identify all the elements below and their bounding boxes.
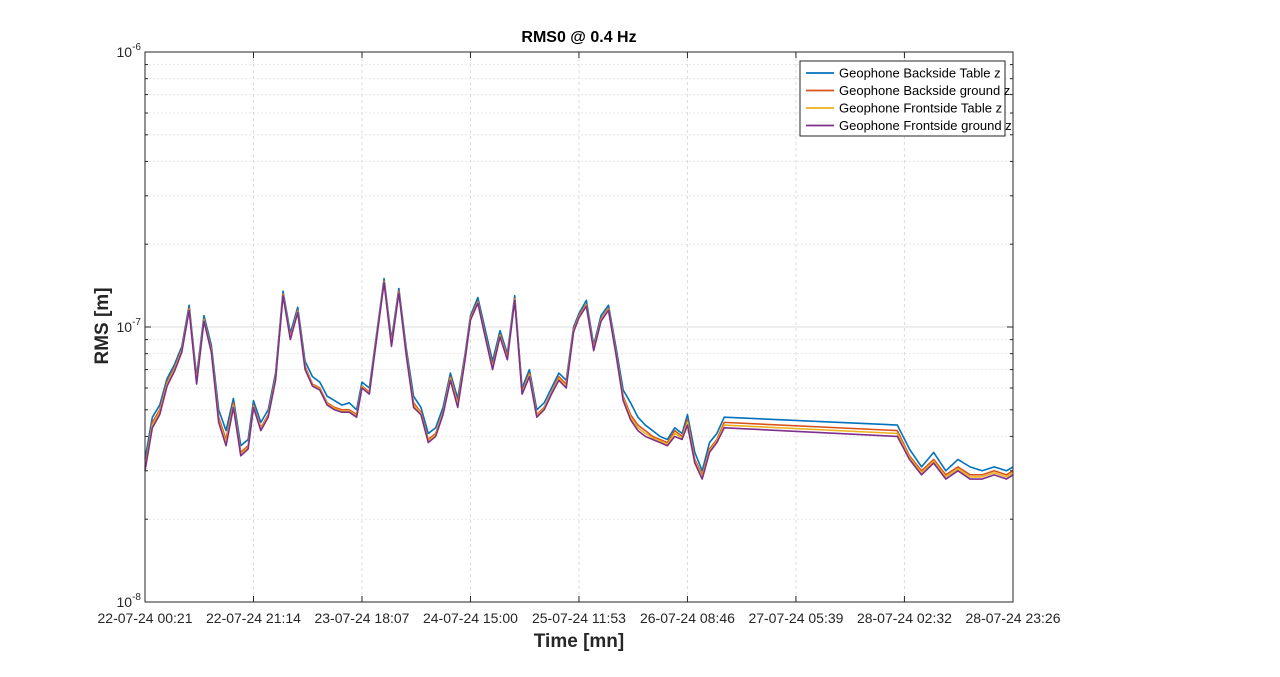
y-axis-label: RMS [m]	[92, 287, 113, 364]
x-tick-label: 27-07-24 05:39	[748, 610, 843, 626]
legend-entry: Geophone Backside Table z	[839, 66, 1001, 81]
x-tick-label: 28-07-24 23:26	[966, 610, 1061, 626]
x-tick-label: 26-07-24 08:46	[640, 610, 735, 626]
x-tick-label: 25-07-24 11:53	[532, 610, 626, 626]
y-tick-label: 10-6	[117, 42, 142, 60]
x-tick-label: 22-07-24 21:14	[206, 610, 301, 626]
legend: Geophone Backside Table z Geophone Backsi…	[799, 60, 1012, 137]
legend-entry: Geophone Backside ground z	[839, 83, 1010, 98]
x-tick-label: 24-07-24 15:00	[423, 610, 518, 626]
y-tick-label: 10-8	[117, 592, 142, 610]
x-tick-label: 28-07-24 02:32	[857, 610, 952, 626]
x-axis-label: Time [mn]	[534, 631, 624, 652]
legend-entry: Geophone Frontside Table z	[839, 101, 1002, 116]
axes	[144, 51, 1014, 603]
chart-title: RMS0 @ 0.4 Hz	[521, 29, 636, 46]
legend-entry: Geophone Frontside ground z	[839, 118, 1012, 133]
y-tick-label: 10-7	[117, 317, 142, 335]
series-lines	[144, 277, 1014, 480]
legend-box	[799, 60, 1006, 137]
tick-labels: 10-8 10-7 10-6 22-07-24 00:21 22-07-24 21:14…	[98, 42, 1061, 626]
series-line-4	[144, 281, 1014, 480]
x-tick-label: 22-07-24 00:21	[98, 610, 193, 626]
series-line-1	[144, 277, 1014, 472]
x-tick-label: 23-07-24 18:07	[314, 610, 409, 626]
